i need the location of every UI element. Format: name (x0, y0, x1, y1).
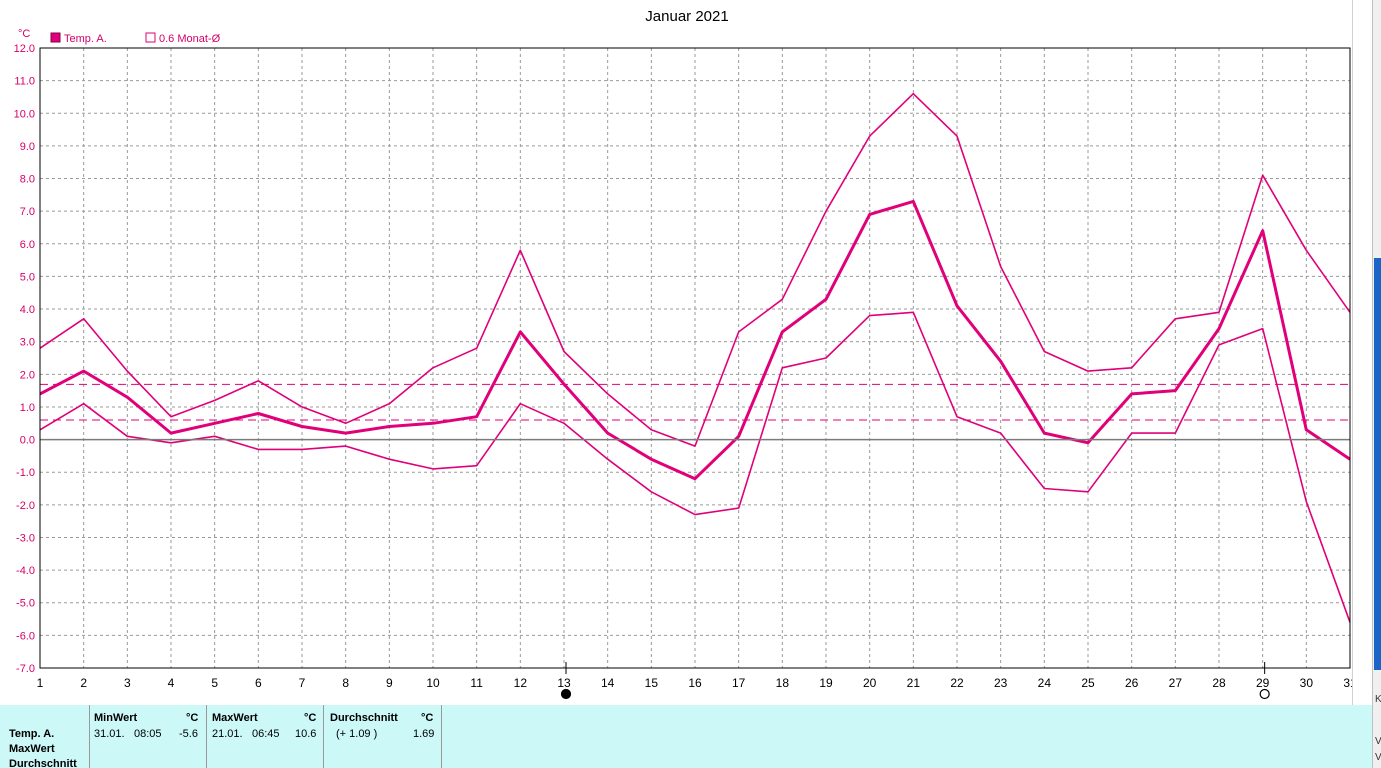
y-tick-label: 5.0 (20, 271, 35, 283)
y-tick-label: 10.0 (14, 108, 35, 120)
x-tick-label: 11 (470, 676, 483, 690)
min-date: 31.01. (94, 728, 125, 740)
y-tick-label: -4.0 (16, 565, 35, 577)
x-tick-label: 6 (255, 676, 262, 690)
max-header: MaxWert (212, 712, 258, 724)
x-tick-label: 19 (819, 676, 833, 690)
temperature-chart: 12.0 11.0 10.0 9.0 8.0 7.0 6.0 5.0 4.0 3.0 2.0 1.0 0… (14, 8, 1357, 700)
series-line-max (39, 92, 1351, 447)
side-blue-bar (1374, 258, 1381, 670)
side-label-1: K (1375, 694, 1381, 705)
y-tick-label: 11.0 (14, 76, 35, 88)
x-tick-label: 14 (601, 676, 615, 690)
stats-avg-column: Durchschnitt °C (+ 1.09 ) 1.69 (324, 705, 442, 768)
min-header: MinWert (94, 712, 138, 724)
legend-marker-monat (145, 32, 156, 43)
y-tick-label: 1.0 (20, 402, 35, 414)
x-tick-label: 30 (1300, 676, 1314, 690)
x-tick-label: 17 (732, 676, 746, 690)
chart-right-margin (1352, 0, 1373, 705)
side-strip: K V V (1372, 0, 1381, 768)
x-tick-label: 13 (557, 676, 571, 690)
max-unit: °C (304, 712, 317, 724)
x-tick-label: 4 (168, 676, 175, 690)
y-tick-label: -3.0 (16, 532, 35, 544)
series-line-average (39, 199, 1351, 481)
y-tick-label: 9.0 (20, 141, 35, 153)
legend-marker-temp (50, 32, 61, 43)
y-tick-label: 2.0 (20, 369, 35, 381)
y-tick-label: -2.0 (16, 500, 35, 512)
x-tick-label: 15 (645, 676, 659, 690)
x-tick-label: 8 (342, 676, 349, 690)
x-tick-label: 12 (514, 676, 528, 690)
x-tick-label: 23 (994, 676, 1008, 690)
legend-label-temp: Temp. A. (64, 33, 107, 45)
x-tick-label: 27 (1169, 676, 1183, 690)
chart-title: Januar 2021 (645, 8, 728, 25)
y-tick-label: 8.0 (20, 174, 35, 186)
x-tick-label: 7 (299, 676, 306, 690)
max-time: 06:45 (252, 728, 280, 740)
plot-frame (39, 47, 1351, 669)
legend: Temp. A. 0.6 Monat-Ø (50, 32, 221, 45)
y-tick-label: -5.0 (16, 598, 35, 610)
row-label-temp: Temp. A. (9, 728, 55, 740)
y-tick-label: 4.0 (20, 304, 35, 316)
stats-row-labels: Temp. A. MaxWert Durchschnitt (0, 705, 90, 768)
x-tick-label: 22 (950, 676, 964, 690)
new-moon-icon (560, 688, 572, 700)
stats-min-column: MinWert °C 31.01. 08:05 -5.6 (90, 705, 207, 768)
y-tick-label: 12.0 (14, 43, 35, 55)
x-tick-label: 5 (211, 676, 218, 690)
x-tick-label: 28 (1212, 676, 1226, 690)
stats-panel: Temp. A. MaxWert Durchschnitt MinWert °C… (0, 705, 1372, 768)
y-tick-label: 3.0 (20, 337, 35, 349)
min-unit: °C (186, 712, 199, 724)
y-tick-label: -1.0 (16, 467, 35, 479)
avg-value: 1.69 (413, 728, 435, 740)
x-tick-label: 20 (863, 676, 877, 690)
row-label-max: MaxWert (9, 743, 55, 755)
x-tick-label: 25 (1081, 676, 1095, 690)
x-tick-label: 9 (386, 676, 393, 690)
x-tick-label: 16 (688, 676, 702, 690)
min-value: -5.6 (179, 728, 198, 740)
y-tick-label: 7.0 (20, 206, 35, 218)
avg-unit: °C (421, 712, 434, 724)
y-tick-label: -7.0 (16, 663, 35, 675)
y-tick-label: 0.0 (20, 435, 35, 447)
max-value: 10.6 (295, 728, 317, 740)
chart-canvas: 12.011.010.09.08.07.06.05.04.03.02.01.00… (14, 8, 1357, 700)
max-date: 21.01. (212, 728, 243, 740)
full-moon-icon (1259, 688, 1270, 700)
x-tick-label: 2 (80, 676, 87, 690)
x-tick-label: 29 (1256, 676, 1270, 690)
avg-delta: (+ 1.09 ) (336, 728, 378, 740)
x-tick-label: 21 (907, 676, 921, 690)
side-label-3: V (1375, 752, 1381, 763)
avg-header: Durchschnitt (330, 712, 398, 724)
min-time: 08:05 (134, 728, 162, 740)
legend-label-monat: 0.6 Monat-Ø (159, 33, 221, 45)
y-tick-label: 6.0 (20, 239, 35, 251)
row-label-avg: Durchschnitt (9, 758, 77, 768)
x-tick-label: 3 (124, 676, 131, 690)
x-tick-label: 24 (1038, 676, 1052, 690)
x-tick-label: 10 (426, 676, 440, 690)
x-tick-label: 18 (776, 676, 790, 690)
side-label-2: V (1375, 736, 1381, 747)
series-line-min (39, 311, 1351, 623)
y-tick-label: -6.0 (16, 630, 35, 642)
x-tick-label: 26 (1125, 676, 1139, 690)
stats-max-column: MaxWert °C 21.01. 06:45 10.6 (207, 705, 324, 768)
y-axis-unit: °C (18, 28, 30, 40)
x-tick-label: 1 (37, 676, 44, 690)
